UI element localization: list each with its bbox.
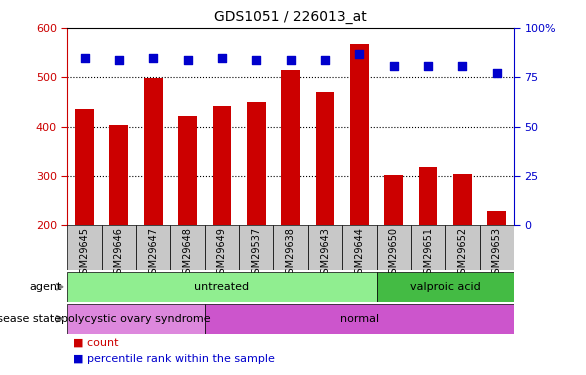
Point bbox=[286, 57, 295, 63]
Point bbox=[114, 57, 124, 63]
Bar bbox=[315, 92, 335, 225]
Text: GSM29651: GSM29651 bbox=[423, 227, 433, 280]
Text: GSM29537: GSM29537 bbox=[251, 227, 261, 280]
Bar bbox=[171, 225, 205, 270]
Bar bbox=[67, 272, 377, 302]
Bar bbox=[205, 304, 514, 334]
Bar bbox=[384, 175, 403, 225]
Bar bbox=[178, 116, 197, 225]
Text: GSM29643: GSM29643 bbox=[320, 227, 330, 280]
Bar bbox=[488, 211, 506, 225]
Text: GSM29652: GSM29652 bbox=[458, 227, 468, 280]
Bar bbox=[102, 225, 136, 270]
Text: GSM29649: GSM29649 bbox=[217, 227, 227, 280]
Text: untreated: untreated bbox=[195, 282, 250, 292]
Bar bbox=[213, 106, 231, 225]
Text: GSM29653: GSM29653 bbox=[492, 227, 502, 280]
Point bbox=[458, 63, 467, 69]
Text: agent: agent bbox=[29, 282, 62, 292]
Bar bbox=[281, 70, 300, 225]
Bar bbox=[67, 304, 205, 334]
Text: GSM29646: GSM29646 bbox=[114, 227, 124, 280]
Bar bbox=[239, 225, 274, 270]
Point bbox=[389, 63, 398, 69]
Bar bbox=[274, 225, 308, 270]
Bar bbox=[136, 225, 171, 270]
Point bbox=[183, 57, 192, 63]
Point bbox=[80, 55, 89, 61]
Text: ■ percentile rank within the sample: ■ percentile rank within the sample bbox=[73, 354, 275, 364]
Bar bbox=[342, 225, 377, 270]
Point bbox=[217, 55, 227, 61]
Bar bbox=[247, 102, 266, 225]
Bar bbox=[67, 225, 102, 270]
Bar bbox=[110, 125, 128, 225]
Text: GSM29648: GSM29648 bbox=[183, 227, 193, 280]
Bar bbox=[453, 174, 472, 225]
Point bbox=[321, 57, 330, 63]
Text: polycystic ovary syndrome: polycystic ovary syndrome bbox=[62, 314, 211, 324]
Bar bbox=[377, 272, 514, 302]
Point bbox=[251, 57, 261, 63]
Text: GSM29645: GSM29645 bbox=[80, 227, 90, 280]
Text: valproic acid: valproic acid bbox=[410, 282, 481, 292]
Text: GSM29647: GSM29647 bbox=[148, 227, 158, 280]
Bar bbox=[377, 225, 411, 270]
Bar bbox=[418, 167, 438, 225]
Text: disease state: disease state bbox=[0, 314, 62, 324]
Bar bbox=[350, 44, 369, 225]
Text: GSM29638: GSM29638 bbox=[285, 227, 296, 280]
Text: normal: normal bbox=[340, 314, 379, 324]
Bar bbox=[479, 225, 514, 270]
Text: ■ count: ■ count bbox=[73, 338, 119, 348]
Point bbox=[423, 63, 432, 69]
Bar bbox=[75, 110, 94, 225]
Point bbox=[492, 70, 502, 76]
Text: GSM29650: GSM29650 bbox=[389, 227, 398, 280]
Text: GSM29644: GSM29644 bbox=[355, 227, 364, 280]
Bar bbox=[205, 225, 239, 270]
Point bbox=[355, 51, 364, 57]
Point bbox=[149, 55, 158, 61]
Bar bbox=[144, 78, 163, 225]
Bar bbox=[445, 225, 479, 270]
Title: GDS1051 / 226013_at: GDS1051 / 226013_at bbox=[214, 10, 367, 24]
Bar bbox=[308, 225, 342, 270]
Bar bbox=[411, 225, 445, 270]
